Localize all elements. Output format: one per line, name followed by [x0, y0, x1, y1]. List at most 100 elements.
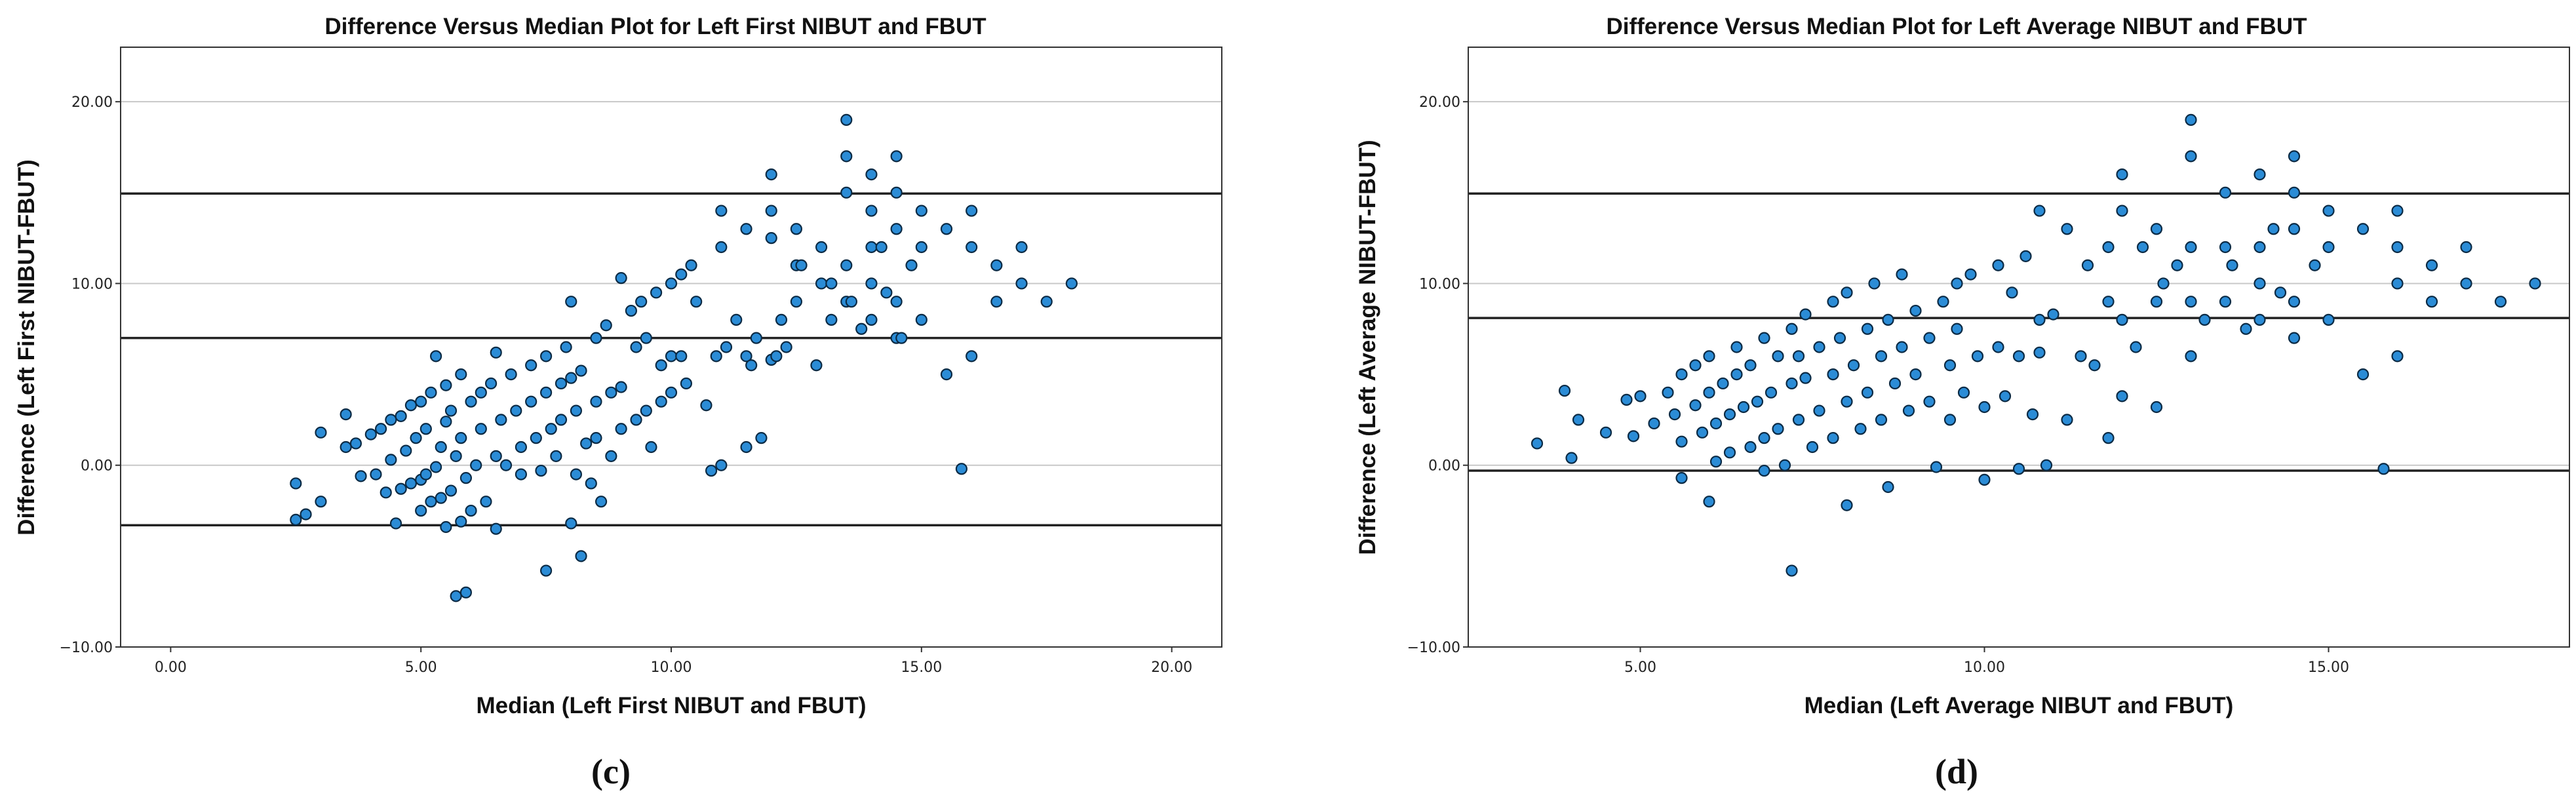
data-point	[1943, 359, 1957, 372]
data-point	[2185, 350, 2197, 362]
data-point	[1558, 384, 1571, 397]
data-point	[2391, 277, 2404, 290]
data-point	[1778, 459, 1791, 471]
data-point	[370, 468, 382, 480]
data-point	[374, 423, 387, 435]
chart-panel-c: Difference Versus Median Plot for Left F…	[14, 14, 1222, 791]
data-point	[2356, 223, 2370, 235]
data-point	[525, 359, 537, 372]
data-point	[1758, 432, 1770, 444]
data-point	[550, 450, 562, 462]
data-point	[444, 404, 458, 417]
data-point	[1999, 390, 2012, 402]
data-point	[459, 586, 473, 598]
data-point	[1627, 430, 1640, 442]
data-point	[855, 323, 868, 335]
data-point	[425, 496, 437, 508]
data-point	[1758, 332, 1770, 344]
data-point	[2254, 313, 2266, 326]
data-point	[545, 423, 557, 435]
data-point	[315, 496, 327, 508]
data-point	[490, 346, 502, 359]
data-point	[425, 386, 437, 399]
data-point	[675, 350, 688, 362]
data-point	[555, 414, 568, 426]
data-point	[1675, 368, 1688, 381]
data-point	[2288, 296, 2301, 308]
data-point	[740, 350, 752, 362]
data-point	[615, 423, 627, 435]
data-point	[1675, 435, 1688, 448]
data-point	[385, 454, 397, 466]
data-point	[515, 468, 528, 480]
data-point	[415, 395, 427, 408]
data-point	[1964, 268, 1977, 281]
panel-label: (d)	[1935, 752, 1978, 791]
data-point	[420, 468, 432, 480]
data-point	[2274, 286, 2287, 299]
data-point	[2391, 205, 2404, 217]
data-point	[865, 313, 878, 326]
data-point	[2288, 150, 2301, 163]
data-point	[630, 414, 642, 426]
data-point	[459, 472, 473, 484]
data-point	[515, 441, 528, 454]
data-point	[2425, 296, 2438, 308]
data-point	[2322, 313, 2335, 326]
data-point	[455, 368, 467, 381]
data-point	[2322, 241, 2335, 254]
data-point	[2033, 313, 2046, 326]
data-point	[630, 341, 642, 353]
data-point	[2322, 205, 2335, 217]
data-point	[590, 395, 602, 408]
data-point	[465, 395, 477, 408]
data-point	[645, 441, 657, 454]
data-point	[1799, 308, 1812, 321]
data-point	[840, 259, 853, 271]
data-point	[1861, 386, 1874, 399]
data-point	[720, 341, 733, 353]
data-point	[535, 464, 547, 477]
data-point	[2088, 359, 2101, 372]
data-point	[2116, 390, 2128, 402]
data-point	[940, 368, 953, 381]
data-point	[1723, 446, 1736, 459]
data-point	[1806, 441, 1819, 454]
data-point	[1868, 277, 1881, 290]
data-point	[825, 277, 838, 290]
data-point	[2040, 459, 2053, 471]
data-point	[2116, 168, 2128, 181]
data-point	[665, 350, 678, 362]
data-point	[1875, 414, 1888, 426]
data-point	[1786, 564, 1798, 577]
data-point	[1930, 461, 1943, 473]
chart-title: Difference Versus Median Plot for Left A…	[1607, 14, 2307, 39]
data-point	[1765, 386, 1778, 399]
data-point	[790, 223, 803, 235]
data-point	[2494, 296, 2507, 308]
data-point	[2219, 296, 2232, 308]
data-point	[565, 296, 577, 308]
data-point	[590, 432, 602, 444]
data-point	[505, 368, 517, 381]
data-point	[1772, 423, 1784, 435]
data-point	[1689, 359, 1702, 372]
data-point	[2047, 308, 2059, 321]
data-point	[435, 492, 447, 504]
data-point	[2081, 259, 2094, 271]
data-point	[444, 484, 458, 497]
data-point	[705, 464, 718, 477]
data-point	[385, 414, 397, 426]
data-point	[575, 364, 587, 377]
chart-panel-d: Difference Versus Median Plot for Left A…	[1355, 14, 2570, 791]
y-tick-label: −10.00	[1407, 640, 1460, 656]
data-point	[1971, 350, 1984, 362]
data-point	[605, 386, 617, 399]
data-point	[1827, 296, 1839, 308]
data-point	[484, 377, 498, 390]
data-point	[2157, 277, 2170, 290]
data-point	[539, 564, 553, 577]
data-point	[2116, 313, 2128, 326]
data-point	[1675, 472, 1688, 484]
data-point	[765, 168, 777, 181]
